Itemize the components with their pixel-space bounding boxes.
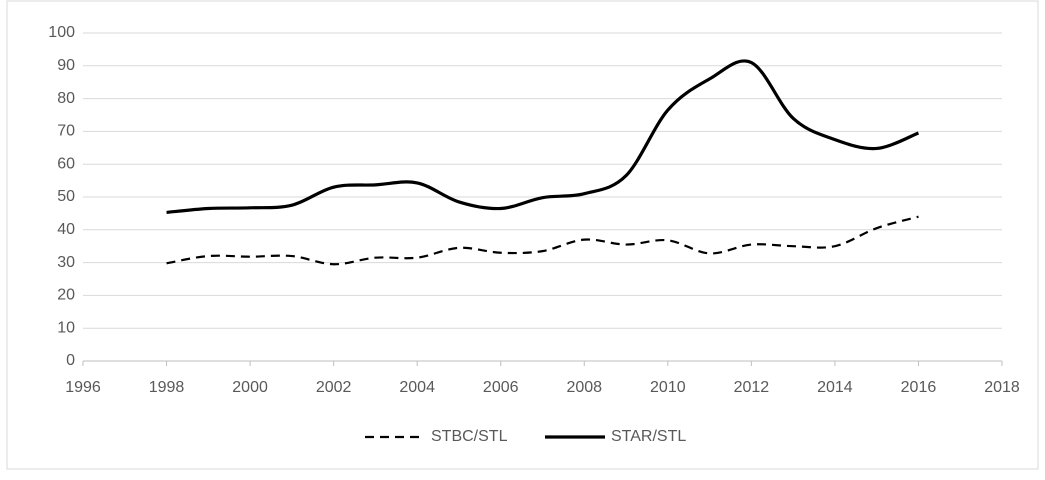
y-tick-label: 40: [57, 221, 75, 238]
chart-border: [6, 0, 1039, 470]
y-tick-label: 20: [57, 287, 75, 304]
y-tick-label: 70: [57, 123, 75, 140]
x-tick-label: 2006: [483, 379, 519, 396]
legend-label: STAR/STL: [611, 428, 686, 445]
y-tick-label: 60: [57, 155, 75, 172]
series-line: [166, 59, 920, 215]
y-tick-label: 0: [66, 352, 75, 369]
x-tick-label: 2000: [232, 379, 268, 396]
y-tick-label: 30: [57, 254, 75, 271]
series-line: [166, 215, 919, 266]
y-tick-label: 90: [57, 57, 75, 74]
y-tick-label: 100: [48, 24, 75, 41]
x-tick-label: 2008: [566, 379, 602, 396]
x-tick-label: 2010: [650, 379, 686, 396]
x-tick-label: 2002: [316, 379, 352, 396]
y-tick-label: 10: [57, 319, 75, 336]
x-tick-label: 1996: [65, 379, 101, 396]
x-tick-label: 1998: [149, 379, 185, 396]
legend-label: STBC/STL: [431, 428, 508, 445]
x-tick-label: 2004: [399, 379, 435, 396]
x-tick-label: 2012: [734, 379, 770, 396]
x-tick-label: 2014: [817, 379, 853, 396]
x-tick-label: 2016: [901, 379, 937, 396]
y-tick-label: 50: [57, 188, 75, 205]
x-tick-label: 2018: [984, 379, 1020, 396]
y-tick-label: 80: [57, 90, 75, 107]
